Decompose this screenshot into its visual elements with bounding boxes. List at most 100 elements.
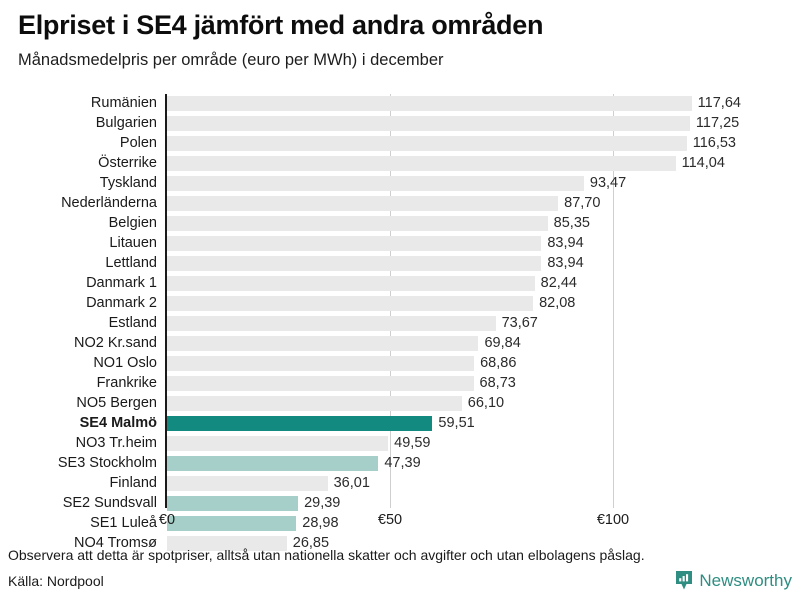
bar[interactable] bbox=[167, 316, 496, 331]
bar-value-label: 82,44 bbox=[540, 275, 577, 291]
bar-row[interactable]: Danmark 2 82,08 bbox=[0, 294, 800, 314]
bar-row[interactable]: NO5 Bergen 66,10 bbox=[0, 394, 800, 414]
bar-row[interactable]: Polen 116,53 bbox=[0, 134, 800, 154]
bar-value-label: 68,73 bbox=[479, 375, 516, 391]
bar-value-label: 83,94 bbox=[547, 235, 584, 251]
bar-row[interactable]: SE1 Luleå 28,98 bbox=[0, 514, 800, 534]
source-label: Källa: Nordpool bbox=[8, 573, 104, 589]
bar[interactable] bbox=[167, 96, 692, 111]
bar-value-label: 28,98 bbox=[302, 515, 339, 531]
bar[interactable] bbox=[167, 216, 548, 231]
bar-row[interactable]: Frankrike 68,73 bbox=[0, 374, 800, 394]
category-label: Finland bbox=[109, 475, 157, 491]
bar-value-label: 117,64 bbox=[697, 95, 741, 111]
bar[interactable] bbox=[167, 136, 687, 151]
y-axis-line bbox=[165, 94, 167, 508]
bar[interactable] bbox=[167, 476, 328, 491]
bar-value-label: 47,39 bbox=[384, 455, 421, 471]
bar[interactable] bbox=[167, 456, 379, 471]
bar[interactable] bbox=[167, 376, 474, 391]
bar-row[interactable]: NO2 Kr.sand 69,84 bbox=[0, 334, 800, 354]
bar[interactable] bbox=[167, 536, 287, 551]
bar-value-label: 85,35 bbox=[553, 215, 590, 231]
category-label: Polen bbox=[119, 135, 157, 151]
bar-value-label: 116,53 bbox=[692, 135, 736, 151]
bar[interactable] bbox=[167, 196, 559, 211]
bar-row[interactable]: SE2 Sundsvall 29,39 bbox=[0, 494, 800, 514]
bar-row[interactable]: SE3 Stockholm 47,39 bbox=[0, 454, 800, 474]
chart-footer: Observera att detta är spotpriser, allts… bbox=[0, 545, 800, 600]
bar-row[interactable]: Danmark 1 82,44 bbox=[0, 274, 800, 294]
bar-value-label: 93,47 bbox=[589, 175, 627, 191]
category-label: Estland bbox=[108, 315, 157, 331]
category-label: Österrike bbox=[98, 155, 157, 171]
bar-value-label: 114,04 bbox=[681, 155, 725, 171]
bar-row[interactable]: NO1 Oslo 68,86 bbox=[0, 354, 800, 374]
x-tick-label: €50 bbox=[377, 512, 403, 528]
chart-header: Elpriset i SE4 jämfört med andra områden… bbox=[18, 8, 788, 71]
bar-value-label: 26,85 bbox=[292, 535, 330, 551]
category-label: SE2 Sundsvall bbox=[62, 495, 157, 511]
bar-value-label: 82,08 bbox=[539, 295, 576, 311]
category-label: Danmark 1 bbox=[86, 275, 157, 291]
bar-value-label: 59,51 bbox=[438, 415, 475, 431]
bar-row[interactable]: Österrike 114,04 bbox=[0, 154, 800, 174]
bar-row[interactable]: Tyskland 93,47 bbox=[0, 174, 800, 194]
bar[interactable] bbox=[167, 256, 542, 271]
bar-row[interactable]: Litauen 83,94 bbox=[0, 234, 800, 254]
category-label: SE4 Malmö bbox=[79, 415, 157, 431]
brand-logo: Newsworthy bbox=[675, 569, 792, 591]
chart-subtitle: Månadsmedelpris per område (euro per MWh… bbox=[18, 51, 444, 69]
bar-row[interactable]: Bulgarien 117,25 bbox=[0, 114, 800, 134]
category-label: SE3 Stockholm bbox=[57, 455, 157, 471]
bar[interactable] bbox=[167, 176, 584, 191]
bar[interactable] bbox=[167, 336, 479, 351]
bar-value-label: 117,25 bbox=[695, 115, 740, 131]
footnote: Observera att detta är spotpriser, allts… bbox=[8, 547, 645, 563]
category-label: Lettland bbox=[105, 255, 157, 271]
bar[interactable] bbox=[167, 296, 534, 311]
category-label: NO1 Oslo bbox=[93, 355, 157, 371]
bar[interactable] bbox=[167, 416, 433, 431]
bar-row[interactable]: NO3 Tr.heim 49,59 bbox=[0, 434, 800, 454]
bar[interactable] bbox=[167, 436, 389, 451]
bar[interactable] bbox=[167, 236, 542, 251]
x-axis: €0 €50 €100 bbox=[0, 512, 800, 536]
bar-row[interactable]: SE4 Malmö 59,51 bbox=[0, 414, 800, 434]
category-label: Belgien bbox=[108, 215, 157, 231]
bar[interactable] bbox=[167, 396, 462, 411]
bar[interactable] bbox=[167, 156, 676, 171]
plot-area: Rumänien 117,64 Bulgarien 117,25 Polen 116,53… bbox=[0, 94, 800, 551]
category-label: SE1 Luleå bbox=[90, 515, 157, 531]
bar-row[interactable]: NO4 Tromsø 26,85 bbox=[0, 534, 800, 554]
category-label: NO3 Tr.heim bbox=[75, 435, 157, 451]
bar[interactable] bbox=[167, 496, 299, 511]
newsworthy-bar-chart-pin-icon bbox=[676, 570, 693, 589]
bar-value-label: 29,39 bbox=[304, 495, 341, 511]
bar[interactable] bbox=[167, 516, 297, 531]
category-label: Bulgarien bbox=[95, 115, 157, 131]
category-label: Nederländerna bbox=[61, 195, 157, 211]
gridline bbox=[613, 94, 614, 508]
bar-value-label: 73,67 bbox=[501, 315, 538, 331]
bar-row[interactable]: Rumänien 117,64 bbox=[0, 94, 800, 114]
bar-row[interactable]: Belgien 85,35 bbox=[0, 214, 800, 234]
page-title: Elpriset i SE4 jämfört med andra områden bbox=[18, 10, 544, 40]
bar[interactable] bbox=[167, 116, 690, 131]
bar-row[interactable]: Estland 73,67 bbox=[0, 314, 800, 334]
bar-value-label: 68,86 bbox=[480, 355, 517, 371]
bar[interactable] bbox=[167, 356, 475, 371]
bar-value-label: 36,01 bbox=[333, 475, 370, 491]
category-label: Tyskland bbox=[99, 175, 157, 191]
category-label: Danmark 2 bbox=[86, 295, 157, 311]
bar-value-label: 49,59 bbox=[394, 435, 431, 451]
bar-value-label: 66,10 bbox=[467, 395, 505, 411]
x-tick-label: €100 bbox=[596, 512, 630, 528]
category-label: NO5 Bergen bbox=[76, 395, 157, 411]
x-tick-label: €0 bbox=[158, 512, 176, 528]
bar-row[interactable]: Lettland 83,94 bbox=[0, 254, 800, 274]
bar[interactable] bbox=[167, 276, 535, 291]
bar-row[interactable]: Nederländerna 87,70 bbox=[0, 194, 800, 214]
bar-row[interactable]: Finland 36,01 bbox=[0, 474, 800, 494]
